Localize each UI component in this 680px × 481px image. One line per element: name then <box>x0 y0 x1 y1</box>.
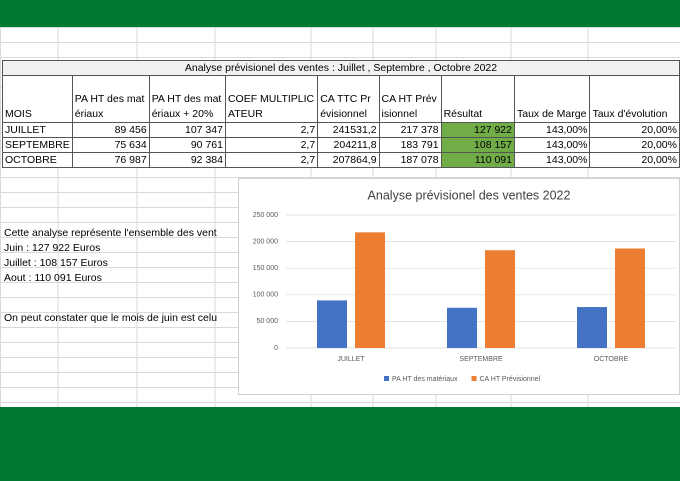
cell: SEPTEMBRE <box>2 137 73 153</box>
title-row: Analyse prévisionel des ventes : Juillet… <box>2 60 680 76</box>
spreadsheet: Analyse prévisionel des ventes : Juillet… <box>0 27 680 407</box>
cell: 187 078 <box>378 152 442 168</box>
x-tick-label: SEPTEMBRE <box>459 356 503 363</box>
bar <box>355 232 385 348</box>
cell: 107 347 <box>148 122 226 138</box>
x-tick-label: OCTOBRE <box>594 356 629 363</box>
header-row: MOIS PA HT des matériaux PA HT des matéria… <box>2 75 680 123</box>
x-tick-label: JUILLET <box>337 356 365 363</box>
bar <box>485 250 515 348</box>
legend-swatch <box>471 376 477 381</box>
cell: 2,7 <box>224 137 319 153</box>
note: Cette analyse représente l'ensemble des … <box>4 227 217 239</box>
header-cell: Résultat <box>440 75 515 123</box>
bar <box>447 307 477 348</box>
y-tick-label: 200 000 <box>253 238 278 245</box>
top-band <box>0 0 680 27</box>
cell: 127 922 <box>440 122 515 138</box>
cell: JUILLET <box>2 122 73 138</box>
cell: 90 761 <box>148 137 226 153</box>
cell: 143,00% <box>513 152 591 168</box>
header-cell: PA HT des matériaux <box>71 75 150 123</box>
bar <box>615 248 645 348</box>
cell: 89 456 <box>71 122 150 138</box>
note: Juillet : 108 157 Euros <box>4 257 108 269</box>
cell: 207864,9 <box>317 152 380 168</box>
note: Aout : 110 091 Euros <box>4 272 102 284</box>
data-row: JUILLET 89 456 107 347 2,7 241531,2 217 378 12… <box>2 122 680 138</box>
bar <box>577 307 607 348</box>
header-cell: CA HT Prévisionnel <box>378 75 442 123</box>
cell: 75 634 <box>71 137 150 153</box>
cell: 204211,8 <box>317 137 380 153</box>
bottom-band <box>0 407 680 481</box>
y-tick-label: 0 <box>274 345 278 352</box>
cell: 76 987 <box>71 152 150 168</box>
cell: 20,00% <box>589 122 680 138</box>
sales-table: Analyse prévisionel des ventes : Juillet… <box>2 60 680 168</box>
cell: 143,00% <box>513 122 591 138</box>
bar <box>317 300 347 348</box>
legend-label: PA HT des matériaux <box>392 376 458 383</box>
legend-swatch <box>384 376 389 381</box>
header-cell: Taux d'évolution <box>589 75 680 123</box>
legend-label: CA HT Prévisionnel <box>480 376 541 383</box>
data-row: SEPTEMBRE 75 634 90 761 2,7 204211,8 183 791 1… <box>2 137 680 153</box>
chart: Analyse prévisionel des ventes 2022 0 50 … <box>238 178 680 395</box>
header-cell: PA HT des matériaux + 20% <box>148 75 226 123</box>
cell: OCTOBRE <box>2 152 73 168</box>
cell: 241531,2 <box>317 122 380 138</box>
cell: 2,7 <box>224 122 319 138</box>
chart-title: Analyse prévisionel des ventes 2022 <box>368 188 571 202</box>
y-tick-label: 100 000 <box>253 292 278 299</box>
y-tick-label: 250 000 <box>253 212 278 219</box>
cell: 110 091 <box>440 152 515 168</box>
table-title: Analyse prévisionel des ventes : Juillet… <box>2 60 680 76</box>
cell: 92 384 <box>148 152 226 168</box>
cell: 20,00% <box>589 137 680 153</box>
header-cell: COEF MULTIPLICATEUR <box>224 75 319 123</box>
header-cell: MOIS <box>2 75 73 123</box>
cell: 143,00% <box>513 137 591 153</box>
header-cell: Taux de Marge <box>513 75 591 123</box>
y-tick-label: 50 000 <box>257 318 279 325</box>
note: On peut constater que le mois de juin es… <box>4 312 218 324</box>
y-tick-label: 150 000 <box>253 265 278 272</box>
note: Juin : 127 922 Euros <box>4 242 101 254</box>
cell: 183 791 <box>378 137 442 153</box>
data-row: OCTOBRE 76 987 92 384 2,7 207864,9 187 078 110… <box>2 152 680 168</box>
cell: 20,00% <box>589 152 680 168</box>
cell: 2,7 <box>224 152 319 168</box>
header-cell: CA TTC Prévisionnel <box>317 75 380 123</box>
cell: 217 378 <box>378 122 442 138</box>
cell: 108 157 <box>440 137 515 153</box>
